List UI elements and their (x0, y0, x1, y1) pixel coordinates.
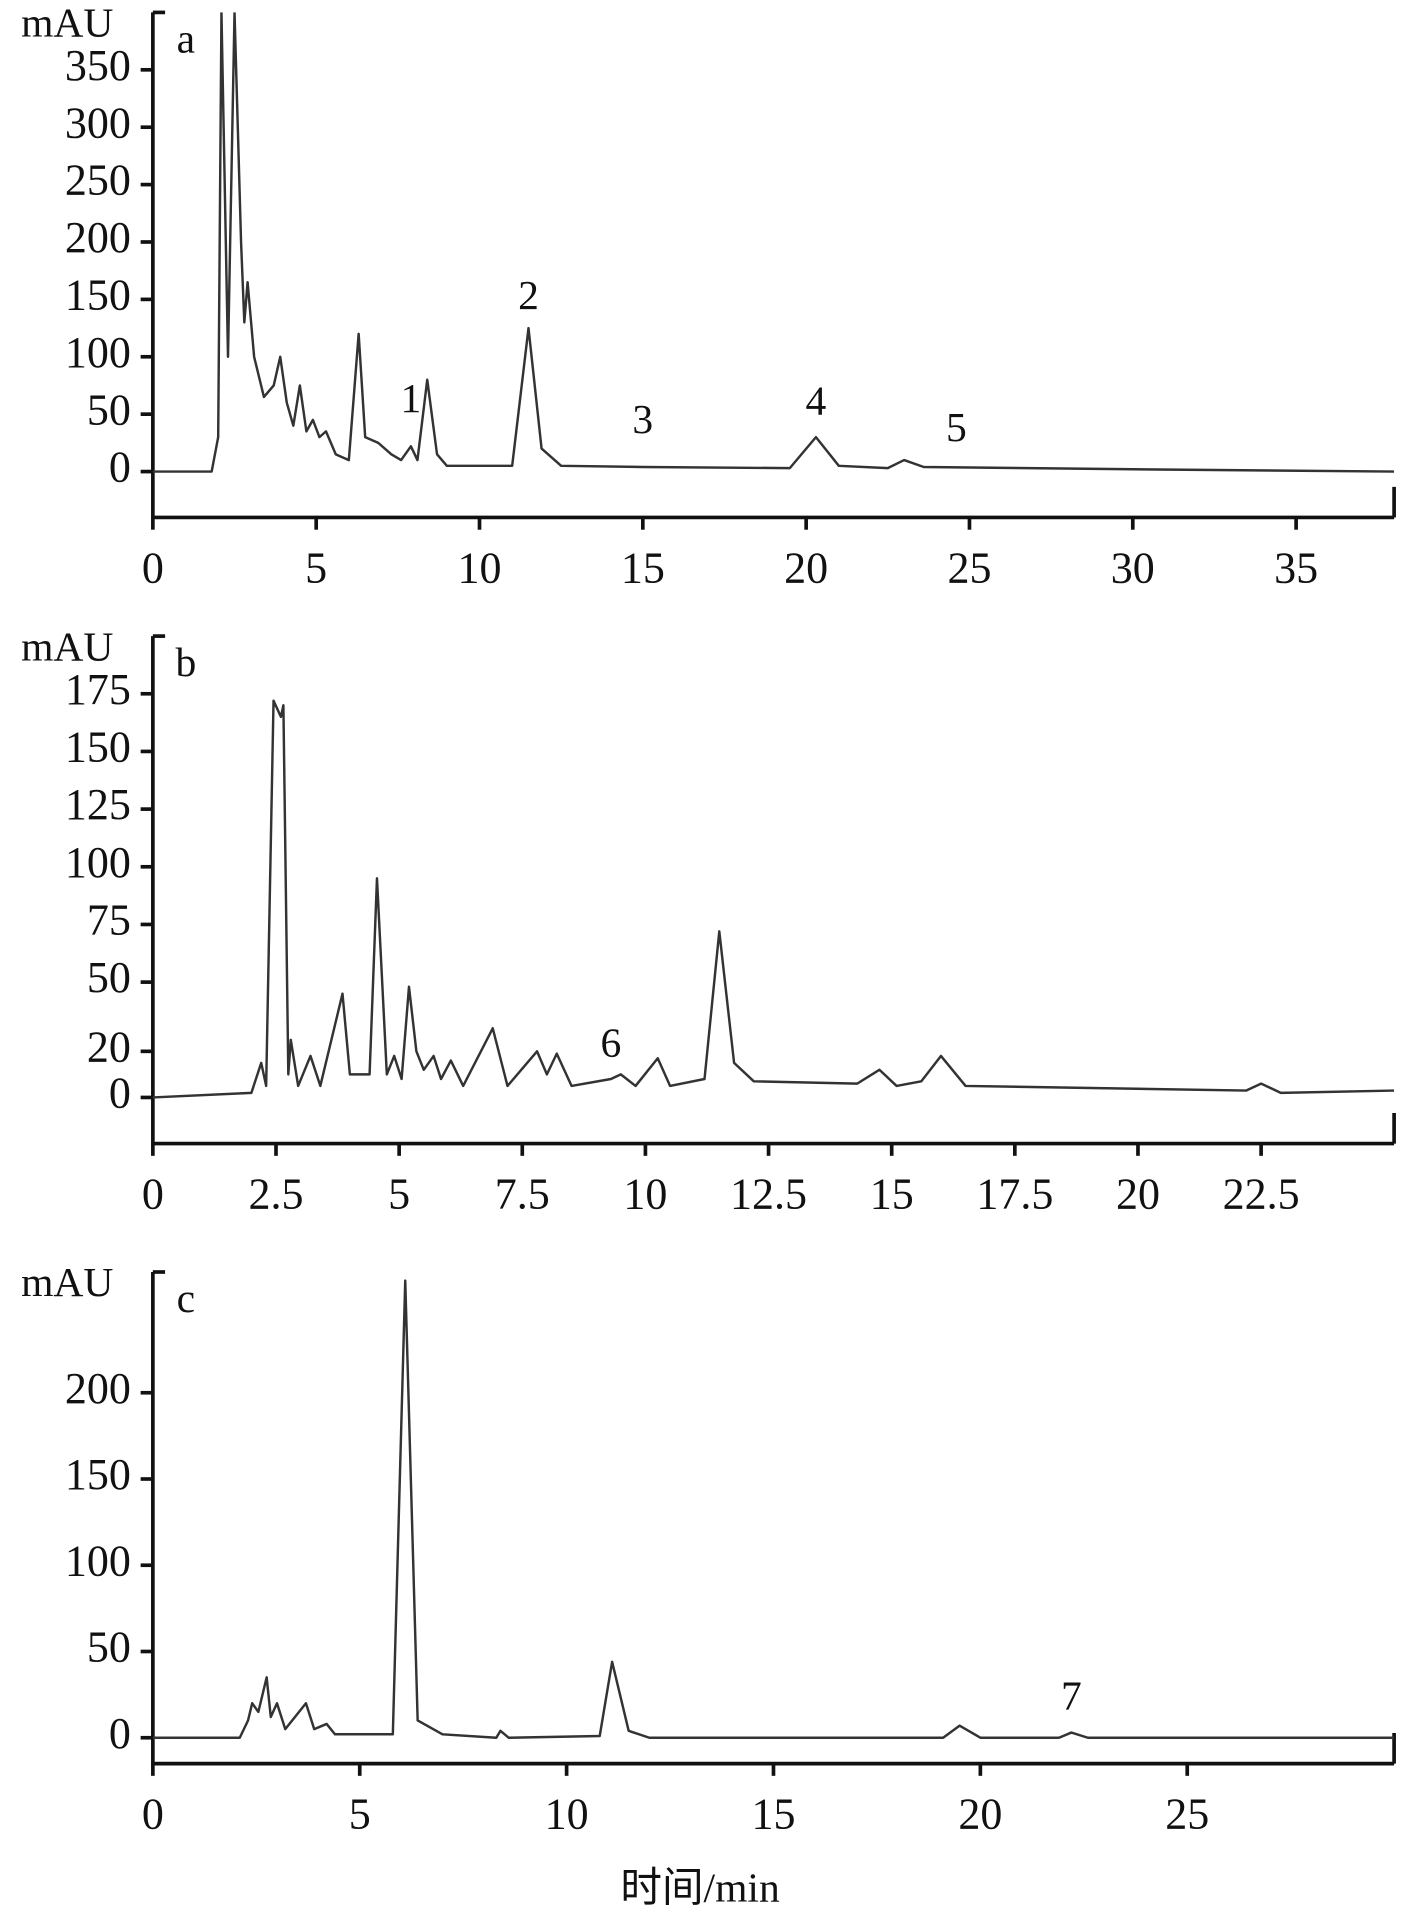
x-tick-label: 22.5 (1223, 1170, 1300, 1219)
peak-label: 4 (806, 378, 827, 424)
y-tick-label: 0 (109, 1709, 131, 1758)
y-tick-label: 150 (65, 723, 131, 772)
peak-label: 2 (518, 272, 539, 318)
x-tick-label: 7.5 (495, 1170, 550, 1219)
peak-label: 1 (401, 375, 422, 421)
x-tick-label: 25 (947, 544, 991, 593)
y-tick-label: 50 (87, 953, 131, 1002)
y-axis-label: mAU (21, 1259, 113, 1305)
y-tick-label: 50 (87, 1623, 131, 1672)
x-tick-label: 5 (388, 1170, 410, 1219)
panel-letter: c (177, 1275, 195, 1321)
x-tick-label: 20 (958, 1790, 1002, 1839)
y-tick-label: 0 (109, 1069, 131, 1118)
peak-label: 7 (1061, 1672, 1082, 1718)
x-tick-label: 30 (1111, 544, 1155, 593)
y-tick-label: 150 (65, 1450, 131, 1499)
y-tick-label: 75 (87, 896, 131, 945)
y-tick-label: 50 (87, 385, 131, 434)
x-tick-label: 15 (870, 1170, 914, 1219)
y-tick-label: 0 (109, 443, 131, 492)
x-tick-label: 35 (1274, 544, 1318, 593)
y-tick-label: 100 (65, 1536, 131, 1585)
x-tick-label: 2.5 (248, 1170, 303, 1219)
y-axis-label: mAU (21, 0, 113, 46)
x-tick-label: 10 (457, 544, 501, 593)
peak-label: 5 (946, 404, 967, 450)
panel: mAU c 0 50 100 150 200 0 5 10 15 20 25 7 时间/min (21, 1259, 1396, 1911)
y-tick-label: 175 (65, 665, 131, 714)
y-tick-label: 200 (65, 213, 131, 262)
x-tick-label: 0 (142, 544, 164, 593)
x-tick-label: 0 (142, 1170, 164, 1219)
x-tick-label: 0 (142, 1790, 164, 1839)
y-tick-label: 20 (87, 1022, 131, 1071)
x-axis-label: 时间/min (620, 1865, 780, 1911)
axis-frame (151, 636, 1396, 1146)
y-tick-label: 200 (65, 1364, 131, 1413)
x-tick-label: 5 (349, 1790, 371, 1839)
y-tick-label: 150 (65, 270, 131, 319)
peak-label: 3 (632, 396, 653, 442)
x-tick-label: 10 (545, 1790, 589, 1839)
x-tick-label: 25 (1165, 1790, 1209, 1839)
y-tick-label: 250 (65, 156, 131, 205)
panel-letter: a (177, 16, 195, 62)
y-tick-label: 300 (65, 98, 131, 147)
x-tick-label: 15 (621, 544, 665, 593)
y-axis-label: mAU (21, 623, 113, 669)
axis-frame (151, 1272, 1396, 1766)
y-tick-label: 125 (65, 780, 131, 829)
chromatogram-line (152, 1279, 1395, 1739)
x-tick-label: 20 (1116, 1170, 1160, 1219)
x-tick-label: 10 (623, 1170, 667, 1219)
x-tick-label: 20 (784, 544, 828, 593)
x-tick-label: 5 (305, 544, 327, 593)
chromatogram-line (152, 699, 1395, 1099)
panel-letter: b (175, 639, 196, 685)
axis-frame (151, 12, 1396, 520)
y-tick-label: 100 (65, 328, 131, 377)
y-tick-label: 100 (65, 838, 131, 887)
x-tick-label: 15 (751, 1790, 795, 1839)
x-tick-label: 17.5 (976, 1170, 1053, 1219)
peak-label: 6 (601, 1019, 622, 1065)
x-tick-label: 12.5 (730, 1170, 807, 1219)
chromatogram-line (152, 12, 1395, 473)
y-tick-label: 350 (65, 41, 131, 90)
